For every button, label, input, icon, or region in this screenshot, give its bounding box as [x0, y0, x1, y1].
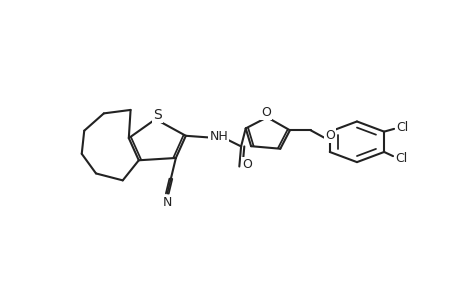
Text: O: O [261, 106, 271, 119]
Text: O: O [324, 129, 334, 142]
Text: N: N [162, 196, 172, 209]
Text: Cl: Cl [394, 152, 407, 165]
Text: O: O [242, 158, 252, 171]
Text: S: S [152, 108, 162, 122]
Text: NH: NH [209, 130, 228, 143]
Text: Cl: Cl [395, 121, 407, 134]
